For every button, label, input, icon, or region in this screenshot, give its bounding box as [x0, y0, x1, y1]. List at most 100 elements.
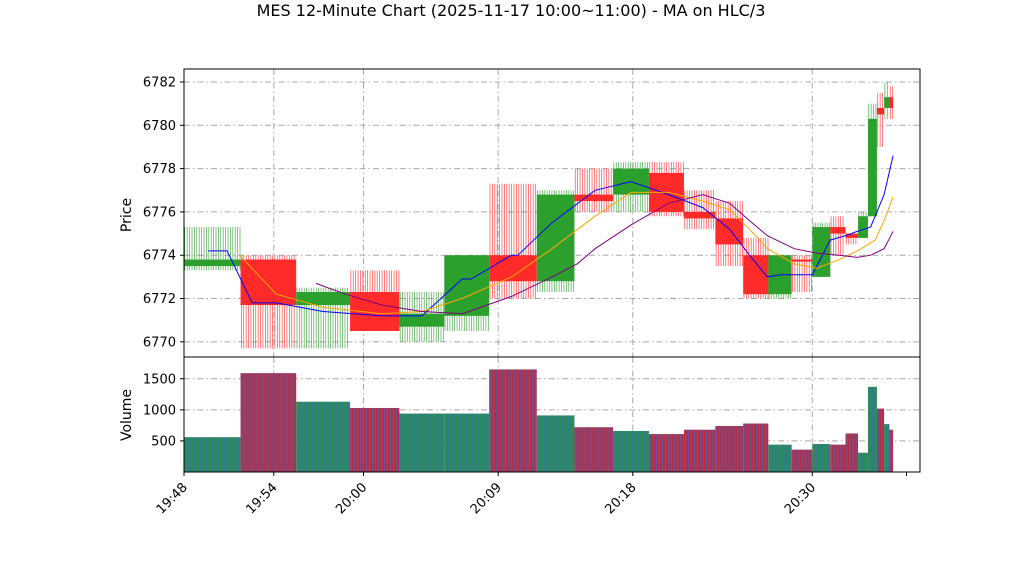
- volume-bar: [768, 444, 792, 472]
- price-bar-body: [715, 218, 744, 245]
- price-bar-body: [876, 107, 885, 115]
- price-y-axis: 6770 6772 6774 6776 6778 6780 6782: [143, 75, 184, 350]
- volume-bar-body: [812, 444, 831, 472]
- price-bar-body: [184, 259, 241, 267]
- price-bar: [574, 168, 614, 212]
- price-bar: [296, 287, 351, 349]
- price-bar-body: [444, 255, 490, 316]
- volume-bar-body: [350, 407, 400, 472]
- price-bar-body: [791, 259, 813, 262]
- price-tick-label: 6774: [143, 249, 176, 264]
- moving-average-lines: [208, 155, 894, 317]
- volume-bar-body: [296, 401, 351, 472]
- price-bar: [867, 103, 877, 217]
- volume-bar: [574, 427, 614, 472]
- volume-bar: [845, 433, 859, 472]
- price-bar-body: [240, 259, 297, 306]
- volume-bar: [867, 386, 877, 472]
- volume-bar-body: [845, 433, 859, 472]
- price-axis-label: Price: [119, 198, 135, 232]
- x-tick-label: 19:48: [154, 480, 191, 517]
- volume-bar: [876, 408, 885, 472]
- price-tick-label: 6770: [143, 335, 176, 350]
- volume-bar-body: [683, 429, 716, 472]
- moving-average-line: [315, 194, 894, 315]
- price-bar: [889, 86, 894, 119]
- volume-bar-body: [240, 373, 297, 472]
- volume-panel-frame: [183, 356, 921, 473]
- price-tick-label: 6780: [143, 119, 176, 134]
- volume-bar: [536, 415, 575, 472]
- price-bar: [876, 92, 885, 147]
- price-bar-body: [884, 97, 890, 108]
- price-bar-body: [867, 118, 877, 217]
- price-bar-body: [399, 313, 445, 327]
- volume-bar: [648, 434, 684, 472]
- price-bar: [399, 292, 445, 342]
- price-bar: [489, 183, 537, 299]
- volume-bar: [715, 426, 744, 472]
- volume-bar: [296, 401, 351, 472]
- price-bar: [240, 255, 297, 349]
- volume-bar: [489, 369, 537, 472]
- volume-bar-body: [884, 424, 890, 472]
- price-bar: [444, 255, 490, 332]
- x-tick-label: 20:30: [782, 480, 819, 517]
- price-bar-body: [858, 216, 868, 238]
- price-bar: [536, 190, 575, 293]
- volume-y-axis: 500 1000 1500: [143, 372, 184, 449]
- price-bar-body: [536, 194, 575, 282]
- price-bar-body: [683, 211, 716, 219]
- price-bar: [350, 270, 400, 332]
- volume-bar: [791, 449, 813, 472]
- price-bar: [184, 227, 241, 271]
- chart-title: MES 12-Minute Chart (2025-11-17 10:00~11…: [257, 1, 766, 20]
- moving-average-line: [208, 155, 894, 317]
- volume-bar-body: [613, 430, 649, 472]
- moving-average-line: [239, 191, 894, 315]
- price-bar: [613, 162, 649, 212]
- volume-bar-body: [489, 369, 537, 472]
- volume-bar: [830, 444, 846, 472]
- price-bar-body: [743, 255, 769, 295]
- volume-bar-body: [536, 415, 575, 472]
- volume-bar: [889, 429, 894, 472]
- price-bars: [184, 81, 894, 349]
- volume-bar: [184, 437, 241, 472]
- volume-bar: [812, 444, 831, 472]
- x-tick-label: 20:09: [468, 480, 505, 517]
- price-tick-label: 6782: [143, 75, 176, 90]
- volume-bar-body: [768, 444, 792, 472]
- volume-bar: [240, 373, 297, 472]
- volume-axis-label: Volume: [119, 389, 135, 441]
- price-bar: [715, 201, 744, 267]
- volume-tick-label: 500: [151, 434, 176, 449]
- volume-bar-body: [743, 423, 769, 472]
- price-tick-label: 6772: [143, 292, 176, 307]
- volume-bar: [399, 413, 445, 472]
- volume-bar: [683, 429, 716, 472]
- price-bar-body: [845, 233, 859, 238]
- volume-bar: [884, 424, 890, 472]
- price-bar: [768, 255, 792, 299]
- volume-bar: [743, 423, 769, 472]
- price-bar-body: [889, 97, 894, 108]
- price-bar: [743, 237, 769, 299]
- volume-bar: [350, 407, 400, 472]
- price-bar-body: [574, 194, 614, 202]
- x-tick-label: 20:00: [333, 480, 370, 517]
- price-bar: [683, 190, 716, 230]
- price-bar: [858, 211, 868, 238]
- volume-bars: [184, 369, 894, 472]
- price-bar-body: [830, 227, 846, 234]
- price-bar-body: [489, 255, 537, 282]
- volume-tick-label: 1500: [143, 372, 176, 387]
- price-bar: [830, 216, 846, 256]
- volume-bar: [858, 452, 868, 472]
- x-axis: 19:48 19:54 20:00 20:09 20:18 20:30: [154, 472, 908, 517]
- volume-bar-body: [648, 434, 684, 472]
- x-tick-label: 19:54: [243, 480, 280, 517]
- volume-tick-label: 1000: [143, 403, 176, 418]
- price-tick-label: 6778: [143, 162, 176, 177]
